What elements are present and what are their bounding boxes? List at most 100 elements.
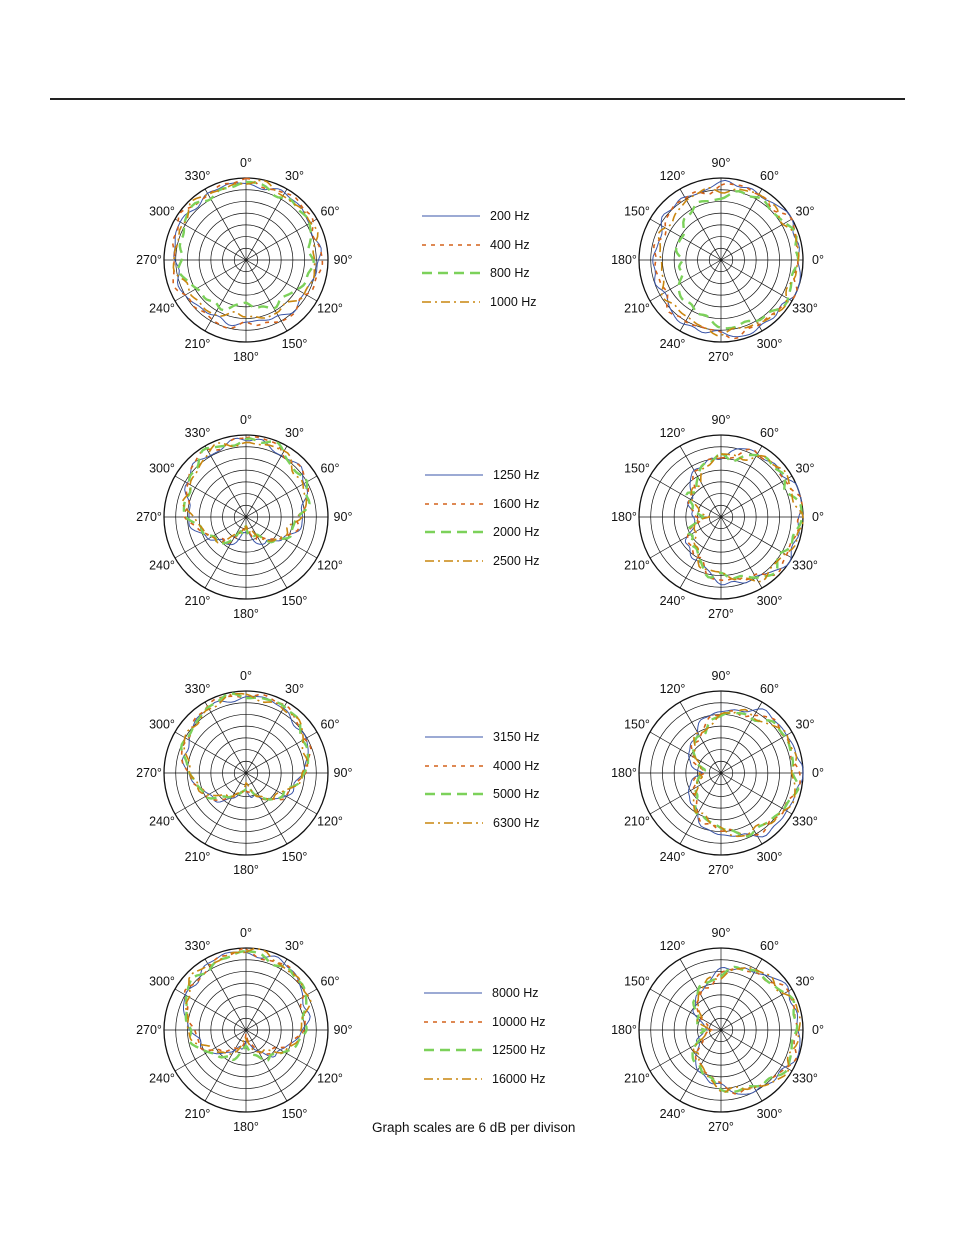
response-curve: [674, 190, 800, 330]
grid-spoke: [245, 701, 288, 774]
angle-label: 270°: [136, 510, 162, 524]
grid-spoke: [245, 218, 318, 261]
response-curve: [690, 453, 804, 583]
angle-label: 240°: [660, 850, 686, 864]
angle-label: 300°: [149, 718, 175, 732]
legend-item: 1250 Hz: [425, 468, 585, 502]
legend-label: 2000 Hz: [493, 525, 540, 539]
grid-spoke: [204, 1029, 247, 1102]
angle-label: 240°: [660, 594, 686, 608]
grid-spoke: [174, 516, 247, 559]
angle-label: 90°: [334, 766, 353, 780]
angle-label: 300°: [149, 975, 175, 989]
angle-label: 30°: [285, 169, 304, 183]
grid-spoke: [204, 958, 247, 1031]
legend-swatch-solid: [425, 736, 483, 738]
response-curve: [657, 186, 800, 337]
angle-label: 150°: [282, 337, 308, 351]
grid-spoke: [174, 772, 247, 815]
legend-swatch-solid: [425, 474, 483, 476]
angle-label: 0°: [240, 413, 252, 427]
grid-spoke: [679, 701, 722, 774]
header-rule: [50, 98, 905, 100]
legend-swatch-long-dash: [422, 271, 480, 275]
angle-label: 300°: [757, 850, 783, 864]
angle-label: 210°: [624, 559, 650, 573]
angle-label: 330°: [792, 1072, 818, 1086]
legend-item: 800 Hz: [422, 266, 582, 300]
angle-label: 150°: [624, 205, 650, 219]
polar-chart-4-left: 0° 30° 60° 90° 120° 150° 180° 210° 240° 270° 300° 3…: [136, 926, 352, 1134]
angle-label: 270°: [136, 766, 162, 780]
grid-spoke: [245, 958, 288, 1031]
angle-label: 120°: [660, 169, 686, 183]
angle-label: 210°: [185, 850, 211, 864]
legend-item: 1600 Hz: [425, 497, 585, 531]
angle-label: 270°: [708, 350, 734, 364]
response-curve: [183, 692, 309, 801]
grid-spoke: [245, 516, 288, 589]
angle-label: 210°: [185, 337, 211, 351]
angle-label: 180°: [233, 1120, 259, 1134]
response-curve: [183, 948, 306, 1055]
angle-label: 180°: [611, 766, 637, 780]
angle-label: 30°: [796, 462, 815, 476]
angle-label: 300°: [757, 337, 783, 351]
legend-swatch-dashed: [422, 243, 480, 246]
angle-label: 0°: [812, 1023, 824, 1037]
legend-swatch-dashed: [425, 502, 483, 505]
angle-label: 330°: [185, 682, 211, 696]
legend-label: 1000 Hz: [490, 294, 537, 309]
scale-note: Graph scales are 6 dB per divison: [372, 1120, 576, 1135]
grid-spoke: [679, 259, 722, 332]
response-curve: [181, 441, 308, 544]
legend-item: 12500 Hz: [424, 1043, 584, 1077]
angle-label: 120°: [317, 559, 343, 573]
grid-spoke: [245, 772, 288, 845]
angle-label: 270°: [136, 253, 162, 267]
angle-label: 270°: [708, 1120, 734, 1134]
angle-label: 150°: [624, 462, 650, 476]
angle-label: 60°: [760, 939, 779, 953]
angle-label: 60°: [760, 169, 779, 183]
legend-item: 400 Hz: [422, 238, 582, 272]
response-curve: [688, 708, 804, 838]
legend-item: 4000 Hz: [425, 759, 585, 793]
angle-label: 120°: [660, 682, 686, 696]
legend-label: 5000 Hz: [493, 787, 540, 801]
grid-spoke: [245, 475, 318, 518]
angle-label: 210°: [624, 1072, 650, 1086]
angle-label: 300°: [149, 462, 175, 476]
grid-spoke: [720, 1029, 793, 1072]
legend-label: 16000 Hz: [492, 1071, 546, 1086]
grid-spoke: [649, 731, 722, 774]
legend-item: 3150 Hz: [425, 730, 585, 764]
legend-item: 5000 Hz: [425, 787, 585, 821]
legend-label: 6300 Hz: [493, 815, 540, 830]
grid-spoke: [174, 259, 247, 302]
angle-label: 330°: [792, 815, 818, 829]
angle-label: 240°: [660, 1107, 686, 1121]
grid-spoke: [720, 731, 793, 774]
angle-label: 270°: [708, 607, 734, 621]
grid-spoke: [174, 218, 247, 261]
grid-spoke: [245, 445, 288, 518]
angle-label: 90°: [712, 669, 731, 683]
response-curve: [180, 693, 312, 801]
grid-spoke: [204, 516, 247, 589]
legend-swatch-long-dash: [424, 1048, 482, 1052]
legend-label: 1600 Hz: [493, 496, 540, 511]
legend-swatch-dashed: [424, 1020, 482, 1023]
angle-label: 120°: [317, 1072, 343, 1086]
angle-label: 120°: [317, 302, 343, 316]
legend-item: 16000 Hz: [424, 1072, 584, 1106]
response-curve: [694, 967, 799, 1095]
legend-4: 8000 Hz 10000 Hz 12500 Hz 16000 Hz: [424, 986, 584, 1106]
grid-spoke: [649, 475, 722, 518]
angle-label: 180°: [233, 350, 259, 364]
response-curve: [184, 950, 308, 1063]
polar-chart-1-right: 90° 60° 30° 0° 330° 300° 270° 240° 210° 180° 150° 1…: [611, 156, 824, 364]
grid-spoke: [649, 1029, 722, 1072]
angle-label: 180°: [233, 863, 259, 877]
legend-label: 4000 Hz: [493, 758, 540, 773]
